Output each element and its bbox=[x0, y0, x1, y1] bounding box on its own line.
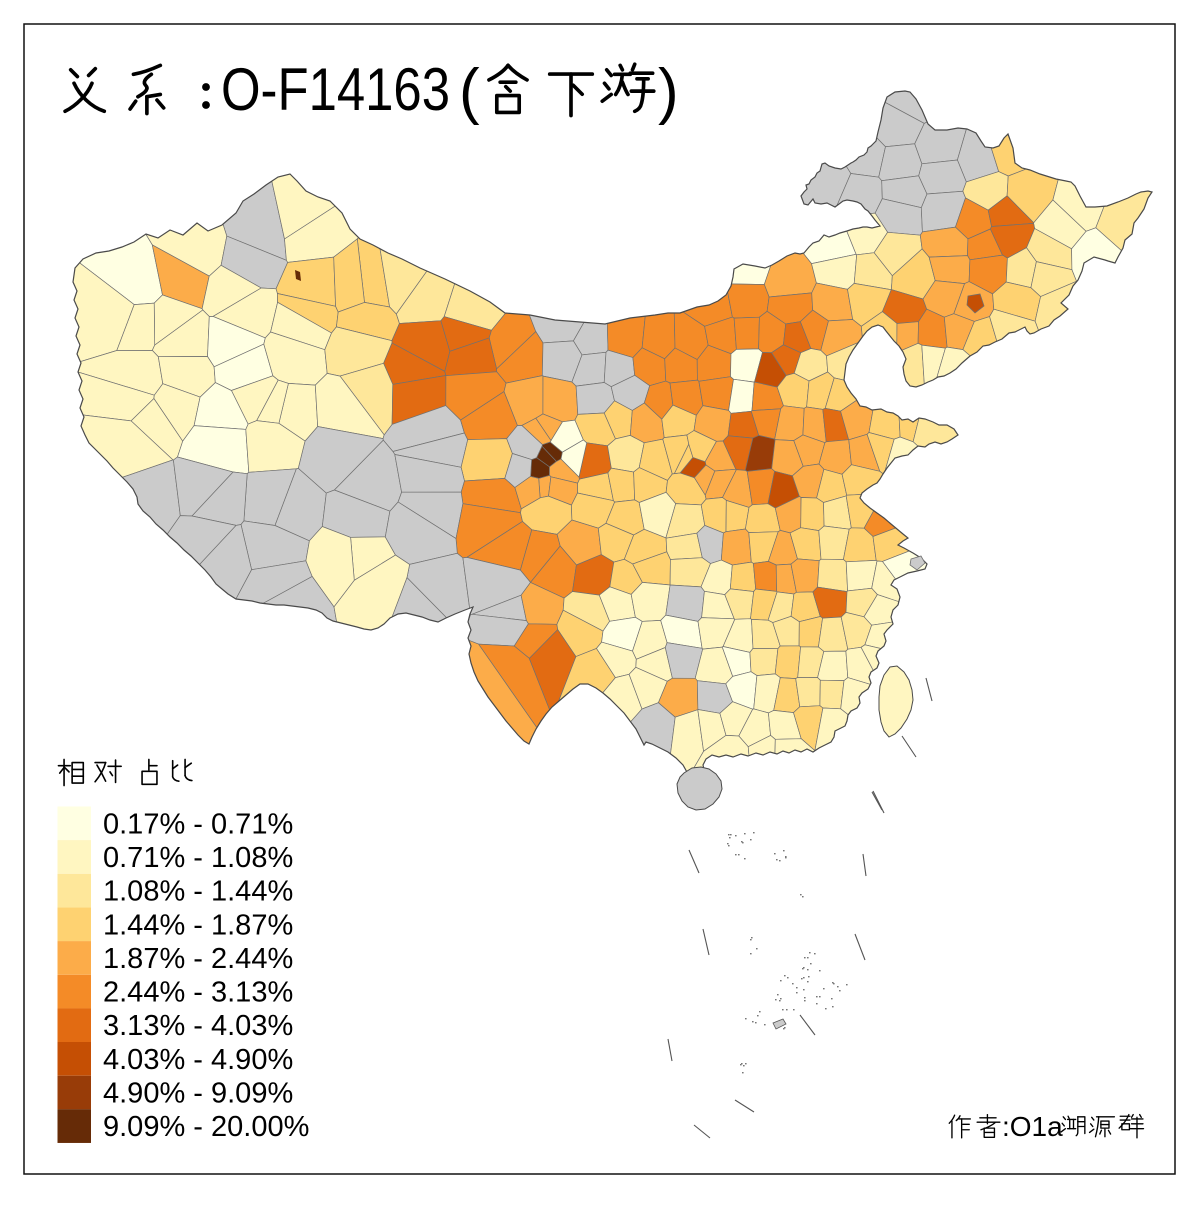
svg-text:O-F14163: O-F14163 bbox=[221, 56, 450, 123]
svg-text:9.09% - 20.00%: 9.09% - 20.00% bbox=[103, 1111, 309, 1143]
svg-text:): ) bbox=[658, 57, 679, 126]
svg-text:4.03% - 4.90%: 4.03% - 4.90% bbox=[103, 1044, 293, 1076]
svg-text:1.44% - 1.87%: 1.44% - 1.87% bbox=[103, 909, 293, 941]
svg-text:1.08% - 1.44%: 1.08% - 1.44% bbox=[103, 876, 293, 908]
svg-text:0.71% - 1.08%: 0.71% - 1.08% bbox=[103, 842, 293, 874]
svg-text:(: ( bbox=[459, 57, 480, 126]
svg-text:1.87% - 2.44%: 1.87% - 2.44% bbox=[103, 943, 293, 975]
svg-text:2.44% - 3.13%: 2.44% - 3.13% bbox=[103, 977, 293, 1009]
svg-text::O1a: :O1a bbox=[1002, 1111, 1063, 1142]
svg-text:0.17% - 0.71%: 0.17% - 0.71% bbox=[103, 808, 293, 840]
svg-text:4.90% - 9.09%: 4.90% - 9.09% bbox=[103, 1078, 293, 1110]
svg-text:3.13% - 4.03%: 3.13% - 4.03% bbox=[103, 1010, 293, 1042]
